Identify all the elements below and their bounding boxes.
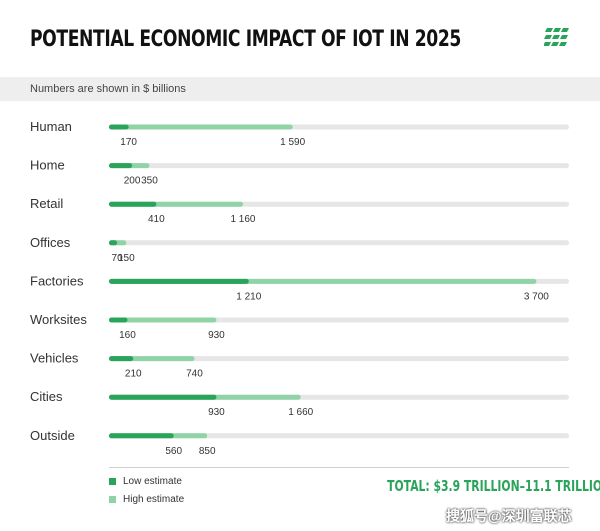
value-label-low-worksites: 160 (119, 330, 136, 341)
bar-track-worksites (109, 317, 569, 323)
value-label-high-retail: 1 160 (230, 214, 255, 225)
value-label-high-outside: 850 (199, 446, 216, 457)
bar-track-outside (109, 433, 569, 439)
total-range-text: TOTAL: $3.9 TRILLION–11.1 TRILLION (387, 477, 600, 495)
bar-low-offices (109, 240, 118, 246)
bar-high-human (109, 124, 293, 130)
category-label-offices: Offices (30, 235, 71, 250)
legend-item-high: High estimate (109, 490, 184, 508)
bar-low-vehicles (109, 356, 134, 362)
category-label-retail: Retail (30, 196, 63, 211)
value-label-high-worksites: 930 (208, 330, 225, 341)
bar-track-offices (109, 240, 569, 246)
brand-logo-icon (544, 28, 569, 46)
bar-low-worksites (109, 317, 128, 323)
page-title: POTENTIAL ECONOMIC IMPACT OF IOT IN 2025 (30, 27, 461, 52)
category-label-cities: Cities (30, 389, 63, 404)
bar-low-cities (109, 394, 217, 400)
value-label-high-human: 1 590 (280, 137, 305, 148)
value-label-high-offices: 150 (118, 253, 135, 264)
legend-label-high: High estimate (123, 493, 185, 505)
value-label-high-cities: 1 660 (288, 407, 313, 418)
category-label-worksites: Worksites (30, 312, 87, 327)
bar-low-outside (109, 433, 174, 439)
bar-low-home (109, 163, 133, 169)
category-label-outside: Outside (30, 428, 75, 443)
legend-label-low: Low estimate (123, 475, 182, 487)
category-label-vehicles: Vehicles (30, 351, 79, 366)
value-label-high-vehicles: 740 (186, 369, 203, 380)
legend-swatch-high (109, 495, 116, 503)
value-label-low-human: 170 (120, 137, 137, 148)
value-label-high-home: 350 (141, 176, 158, 187)
bar-track-vehicles (109, 356, 569, 362)
value-label-low-cities: 930 (208, 407, 225, 418)
legend-divider (109, 467, 569, 468)
category-label-human: Human (30, 119, 72, 134)
total-range: TOTAL: $3.9 TRILLION–11.1 TRILLION (300, 476, 600, 496)
subtitle-band: Numbers are shown in $ billions (0, 77, 600, 101)
value-label-high-factories: 3 700 (524, 291, 549, 302)
units-note: Numbers are shown in $ billions (30, 83, 186, 95)
bar-low-human (109, 124, 129, 130)
category-label-home: Home (30, 158, 65, 173)
legend-swatch-low (109, 477, 116, 485)
legend-item-low: Low estimate (109, 472, 184, 490)
value-label-low-vehicles: 210 (125, 369, 142, 380)
value-label-low-factories: 1 210 (236, 291, 261, 302)
bar-high-worksites (109, 317, 217, 323)
watermark: 搜狐号@深圳富联芯 (446, 508, 572, 524)
bar-low-factories (109, 278, 249, 284)
value-label-low-retail: 410 (148, 214, 165, 225)
legend: Low estimate High estimate (109, 472, 184, 508)
value-label-low-offices: 70 (112, 253, 124, 264)
value-label-low-outside: 560 (165, 446, 182, 457)
bar-low-retail (109, 201, 157, 207)
bar-track-home (109, 163, 569, 169)
category-label-factories: Factories (30, 273, 84, 288)
value-label-low-home: 200 (124, 176, 141, 187)
